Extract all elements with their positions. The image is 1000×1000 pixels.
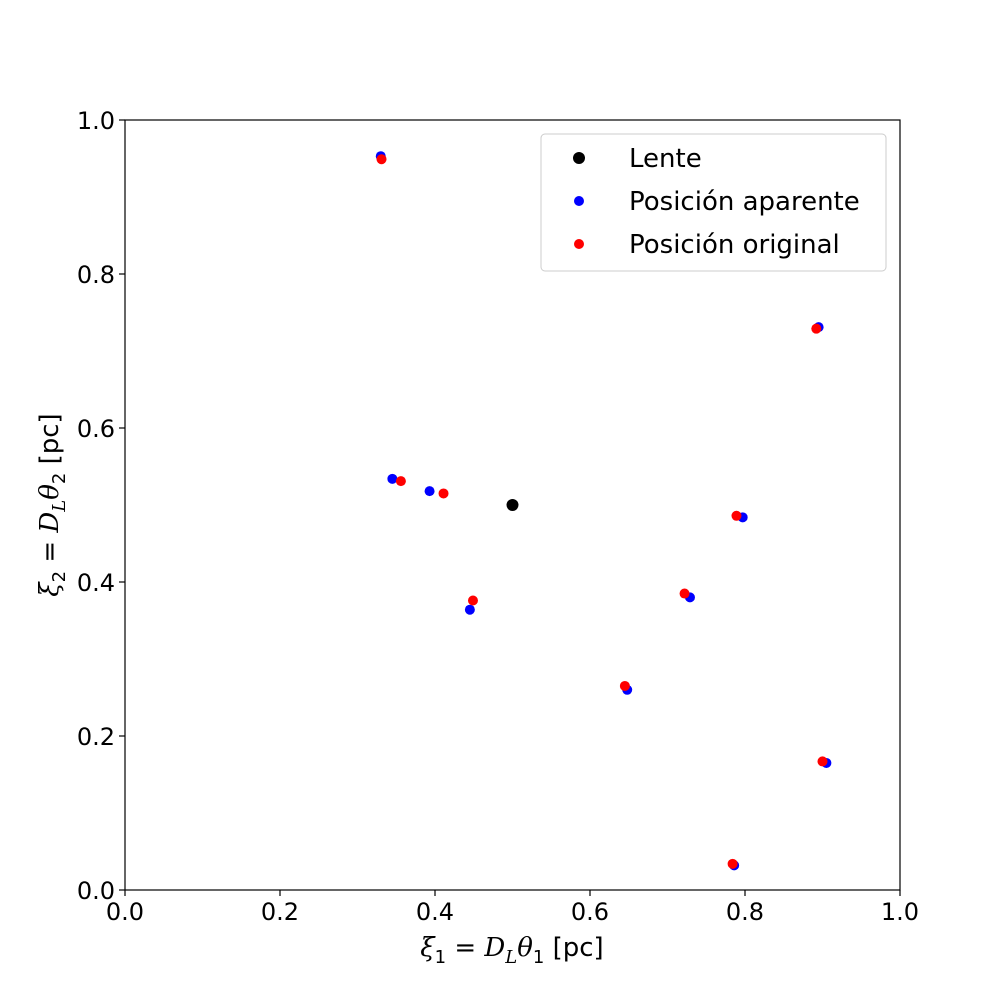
y-tick-label: 0.4 (77, 569, 115, 597)
x-axis-label: ξ1 = DLθ1 [pc] (420, 933, 603, 968)
original-position-point (679, 588, 690, 599)
plot-frame (124, 119, 901, 891)
original-position-point (438, 488, 449, 499)
legend-label: Posición aparente (629, 187, 860, 217)
apparent-position-point (424, 486, 435, 497)
legend-marker (573, 152, 585, 164)
original-position-point (395, 476, 406, 487)
y-tick-label: 0.0 (77, 877, 115, 905)
original-position-point (727, 858, 738, 869)
y-tick-label: 1.0 (77, 107, 115, 135)
legend-label: Lente (629, 144, 702, 174)
original-position-point (731, 510, 742, 521)
legend-marker (574, 239, 584, 249)
x-tick-label: 1.0 (881, 898, 919, 926)
y-tick-label: 0.6 (77, 415, 115, 443)
x-tick-label: 0.0 (106, 898, 144, 926)
original-position-point (376, 154, 387, 165)
x-axis-ticks: 0.0 0.2 0.4 0.6 0.8 1.0 (106, 890, 919, 926)
y-axis-ticks: 0.0 0.2 0.4 0.6 0.8 1.0 (77, 107, 125, 905)
legend: Lente Posición aparente Posición original (540, 133, 887, 272)
original-position-point (467, 595, 478, 606)
legend-marker (574, 196, 584, 206)
original-position-point (619, 680, 630, 691)
data-points (375, 151, 832, 871)
original-position-point (811, 323, 822, 334)
x-tick-label: 0.6 (571, 898, 609, 926)
x-tick-label: 0.8 (726, 898, 764, 926)
apparent-position-point (387, 473, 398, 484)
y-tick-label: 0.8 (77, 261, 115, 289)
apparent-position-point (464, 604, 475, 615)
lens-point (506, 499, 519, 511)
legend-frame (540, 133, 887, 272)
legend-label: Posición original (629, 230, 840, 260)
x-tick-label: 0.4 (416, 898, 454, 926)
original-position-point (817, 756, 828, 767)
y-axis-label: ξ2 = DLθ2 [pc] (35, 413, 70, 596)
y-tick-label: 0.2 (77, 723, 115, 751)
x-tick-label: 0.2 (261, 898, 299, 926)
